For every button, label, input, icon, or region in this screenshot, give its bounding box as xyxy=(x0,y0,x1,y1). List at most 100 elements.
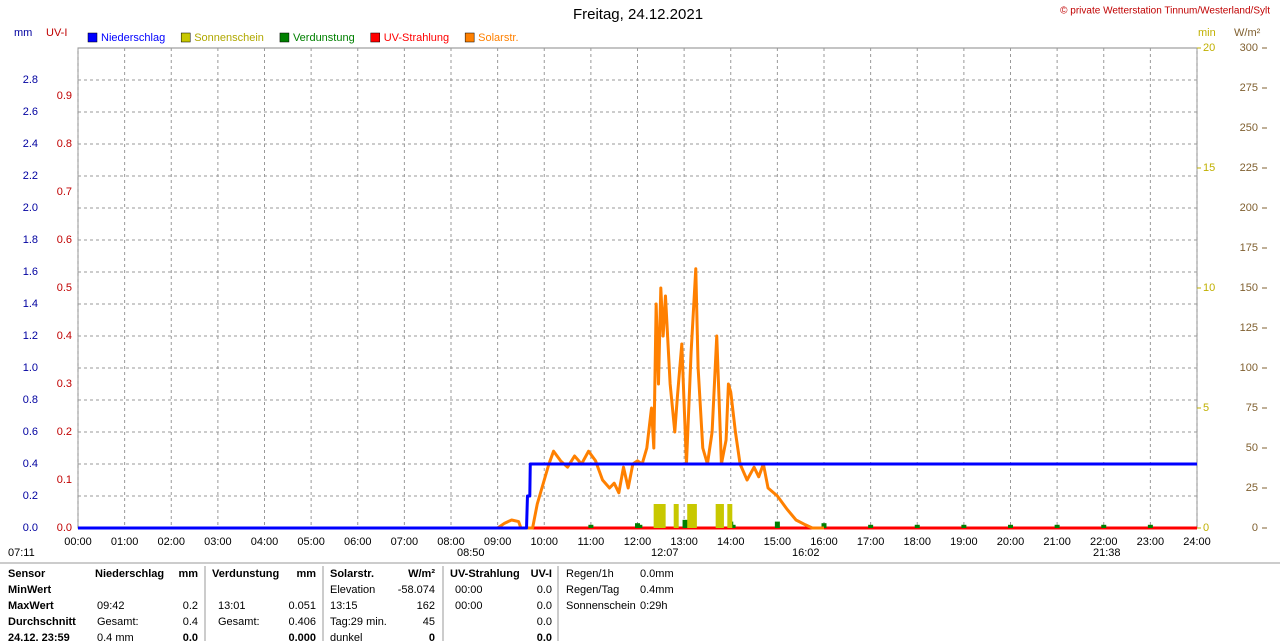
y-tick-label: 2.0 xyxy=(23,202,38,214)
y-tick-label: 2.6 xyxy=(23,106,38,118)
x-tick-label: 22:00 xyxy=(1090,536,1118,548)
y-tick-label: 125 xyxy=(1240,322,1258,334)
bar xyxy=(682,519,688,528)
y-tick-label: 0.7 xyxy=(57,186,72,198)
y-tick-label: 0 xyxy=(1252,522,1258,534)
legend-label: UV-Strahlung xyxy=(384,32,449,44)
cell-label: dunkel xyxy=(330,632,362,641)
row-label: Sensor xyxy=(8,568,46,580)
x-tick-label: 16:00 xyxy=(810,536,838,548)
bar xyxy=(868,524,874,528)
y-tick-label: 15 xyxy=(1203,162,1215,174)
bar xyxy=(588,524,594,528)
series-line xyxy=(496,267,824,530)
y-axis-label: mm xyxy=(14,27,32,39)
cell-label: 13:15 xyxy=(330,600,358,612)
x-tick-label: 17:00 xyxy=(857,536,885,548)
y-tick-label: 0.6 xyxy=(23,426,38,438)
cell-value: 0.0 xyxy=(537,616,552,628)
bar xyxy=(718,504,724,528)
credit: © private Wetterstation Tinnum/Westerlan… xyxy=(1060,6,1270,17)
time-marker: 07:11 xyxy=(8,547,35,559)
y-tick-label: 0.6 xyxy=(57,234,72,246)
cell-label: 13:01 xyxy=(218,600,246,612)
y-tick-label: 1.4 xyxy=(23,298,38,310)
y-tick-label: 0.0 xyxy=(57,522,72,534)
cell-value: 162 xyxy=(417,600,435,612)
cell-label: Elevation xyxy=(330,584,375,596)
x-tick-label: 18:00 xyxy=(903,536,931,548)
cell-label: Sonnenschein xyxy=(566,600,636,612)
x-tick-label: 04:00 xyxy=(251,536,279,548)
cell-label: 00:00 xyxy=(455,584,483,596)
y-tick-label: 50 xyxy=(1246,442,1258,454)
y-tick-label: 2.2 xyxy=(23,170,38,182)
series-line xyxy=(78,462,1197,530)
cell-label: Regen/1h xyxy=(566,568,614,580)
chart-title: Freitag, 24.12.2021 xyxy=(573,6,703,23)
cell-label: Gesamt: xyxy=(97,616,139,628)
y-tick-label: 300 xyxy=(1240,42,1258,54)
bar xyxy=(821,523,827,528)
y-tick-label: 5 xyxy=(1203,402,1209,414)
y-tick-label: 25 xyxy=(1246,482,1258,494)
column-header: UV-Strahlung xyxy=(450,568,520,580)
cell-label: Tag:29 min. xyxy=(330,616,387,628)
y-tick-label: 250 xyxy=(1240,122,1258,134)
y-tick-label: 0.8 xyxy=(57,138,72,150)
y-tick-label: 0.5 xyxy=(57,282,72,294)
y-tick-label: 0 xyxy=(1203,522,1209,534)
legend-label: Verdunstung xyxy=(293,32,355,44)
legend-swatch xyxy=(464,32,475,43)
x-tick-label: 09:00 xyxy=(484,536,512,548)
bar xyxy=(1054,524,1060,528)
time-marker: 21:38 xyxy=(1093,547,1121,559)
y-tick-label: 225 xyxy=(1240,162,1258,174)
x-tick-label: 14:00 xyxy=(717,536,745,548)
bar xyxy=(730,524,736,528)
y-tick-label: 2.4 xyxy=(23,138,38,150)
bar xyxy=(1147,524,1153,528)
row-label: MinWert xyxy=(8,584,52,596)
cell-value: 0 xyxy=(429,632,435,641)
y-tick-label: 1.6 xyxy=(23,266,38,278)
y-tick-label: 0.8 xyxy=(23,394,38,406)
y-tick-label: 1.0 xyxy=(23,362,38,374)
cell-value: 0.0 xyxy=(537,584,552,596)
bar xyxy=(673,504,679,528)
cell-value: 0.4 xyxy=(183,616,198,628)
y-tick-label: 0.1 xyxy=(57,474,72,486)
cell-label: 00:00 xyxy=(455,600,483,612)
row-label: 24.12. 23:59 xyxy=(8,632,70,641)
cell-value: 0.406 xyxy=(288,616,316,628)
cell-value: 0.0 xyxy=(183,632,198,641)
y-tick-label: 20 xyxy=(1203,42,1215,54)
cell-value: 0.0 xyxy=(537,600,552,612)
legend-swatch xyxy=(87,32,98,43)
x-tick-label: 11:00 xyxy=(578,536,605,548)
x-tick-label: 23:00 xyxy=(1137,536,1165,548)
x-tick-label: 19:00 xyxy=(950,536,978,548)
x-tick-label: 05:00 xyxy=(297,536,325,548)
row-label: Durchschnitt xyxy=(8,616,76,628)
x-tick-label: 02:00 xyxy=(157,536,185,548)
y-tick-label: 2.8 xyxy=(23,74,38,86)
bar xyxy=(1101,524,1107,528)
cell-value: 0.4mm xyxy=(640,584,674,596)
x-tick-label: 13:00 xyxy=(670,536,698,548)
y4-axis-label: W/m² xyxy=(1234,27,1261,39)
column-unit: W/m² xyxy=(408,568,435,580)
column-header: Solarstr. xyxy=(330,568,374,580)
cell-label: 09:42 xyxy=(97,600,125,612)
cell-value: -58.074 xyxy=(398,584,435,596)
cell-value: 0.0mm xyxy=(640,568,674,580)
legend-swatch xyxy=(279,32,290,43)
bar xyxy=(727,504,733,528)
x-tick-label: 21:00 xyxy=(1043,536,1071,548)
bar xyxy=(637,524,643,528)
bar xyxy=(660,504,666,528)
bar xyxy=(961,524,967,528)
x-tick-label: 12:00 xyxy=(624,536,652,548)
y-tick-label: 275 xyxy=(1240,82,1258,94)
column-unit: mm xyxy=(178,568,198,580)
